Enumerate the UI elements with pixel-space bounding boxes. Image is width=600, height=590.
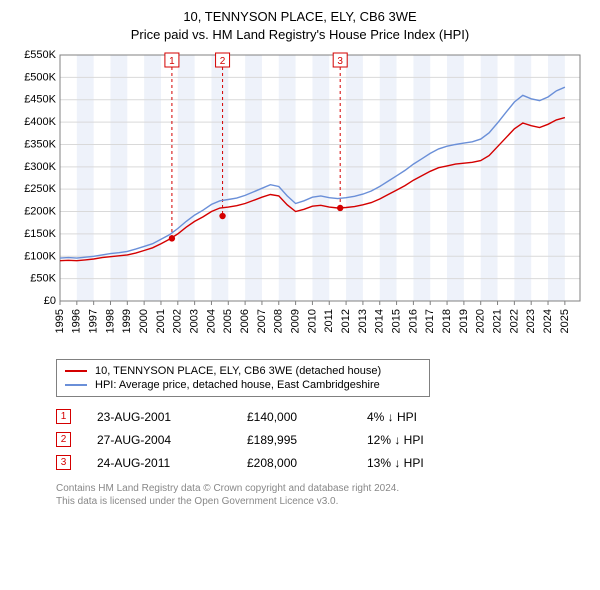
- sale-marker-3: 3: [56, 455, 71, 470]
- svg-text:2002: 2002: [172, 309, 184, 333]
- legend: 10, TENNYSON PLACE, ELY, CB6 3WE (detach…: [56, 359, 430, 397]
- svg-text:2000: 2000: [138, 309, 150, 333]
- footer-line-2: This data is licensed under the Open Gov…: [56, 495, 586, 508]
- legend-swatch-property: [65, 370, 87, 372]
- title-line-2: Price paid vs. HM Land Registry's House …: [14, 26, 586, 44]
- svg-text:2021: 2021: [491, 309, 503, 333]
- sale-diff: 4% ↓ HPI: [367, 410, 417, 424]
- svg-text:£450K: £450K: [24, 94, 56, 106]
- svg-text:2017: 2017: [424, 309, 436, 333]
- svg-text:1999: 1999: [121, 309, 133, 333]
- sales-row: 2 27-AUG-2004 £189,995 12% ↓ HPI: [56, 428, 586, 451]
- svg-text:2015: 2015: [390, 309, 402, 333]
- svg-text:£550K: £550K: [24, 49, 56, 61]
- sale-date: 23-AUG-2001: [97, 410, 247, 424]
- footer: Contains HM Land Registry data © Crown c…: [56, 482, 586, 508]
- svg-text:2011: 2011: [323, 309, 335, 333]
- svg-text:1996: 1996: [71, 309, 83, 333]
- svg-text:2010: 2010: [306, 309, 318, 333]
- svg-text:2006: 2006: [239, 309, 251, 333]
- svg-text:2022: 2022: [508, 309, 520, 333]
- svg-text:2007: 2007: [256, 309, 268, 333]
- chart-svg: £0 £50K £100K £150K £200K £250K £300K £350K £400…: [14, 49, 586, 349]
- svg-text:2009: 2009: [290, 309, 302, 333]
- svg-text:£300K: £300K: [24, 161, 56, 173]
- sale-price: £140,000: [247, 410, 367, 424]
- sale-diff: 13% ↓ HPI: [367, 456, 424, 470]
- svg-text:2005: 2005: [222, 309, 234, 333]
- svg-text:2: 2: [220, 56, 226, 67]
- sale-price: £208,000: [247, 456, 367, 470]
- svg-text:2013: 2013: [357, 309, 369, 333]
- svg-text:1998: 1998: [104, 309, 116, 333]
- svg-text:2014: 2014: [374, 309, 386, 333]
- chart-title-block: 10, TENNYSON PLACE, ELY, CB6 3WE Price p…: [14, 8, 586, 43]
- sales-row: 1 23-AUG-2001 £140,000 4% ↓ HPI: [56, 405, 586, 428]
- svg-text:£150K: £150K: [24, 228, 56, 240]
- svg-text:2025: 2025: [559, 309, 571, 333]
- sale-marker-1: 1: [56, 409, 71, 424]
- legend-item-property: 10, TENNYSON PLACE, ELY, CB6 3WE (detach…: [65, 364, 421, 378]
- svg-text:2008: 2008: [273, 309, 285, 333]
- svg-text:2019: 2019: [458, 309, 470, 333]
- title-line-1: 10, TENNYSON PLACE, ELY, CB6 3WE: [14, 8, 586, 26]
- legend-label-hpi: HPI: Average price, detached house, East…: [95, 379, 380, 391]
- sale-diff: 12% ↓ HPI: [367, 433, 424, 447]
- legend-item-hpi: HPI: Average price, detached house, East…: [65, 378, 421, 392]
- svg-text:1995: 1995: [54, 309, 66, 333]
- svg-text:2004: 2004: [205, 309, 217, 333]
- svg-text:£500K: £500K: [24, 71, 56, 83]
- svg-text:2020: 2020: [475, 309, 487, 333]
- sale-date: 24-AUG-2011: [97, 456, 247, 470]
- svg-text:£0: £0: [44, 295, 56, 307]
- svg-text:2023: 2023: [525, 309, 537, 333]
- svg-text:2012: 2012: [340, 309, 352, 333]
- svg-text:£250K: £250K: [24, 183, 56, 195]
- svg-text:£100K: £100K: [24, 250, 56, 262]
- svg-text:1: 1: [169, 56, 175, 67]
- svg-text:£400K: £400K: [24, 116, 56, 128]
- price-chart: £0 £50K £100K £150K £200K £250K £300K £350K £400…: [14, 49, 586, 349]
- svg-text:2003: 2003: [189, 309, 201, 333]
- sale-price: £189,995: [247, 433, 367, 447]
- sales-table: 1 23-AUG-2001 £140,000 4% ↓ HPI 2 27-AUG…: [56, 405, 586, 474]
- svg-text:3: 3: [337, 56, 343, 67]
- sale-date: 27-AUG-2004: [97, 433, 247, 447]
- svg-text:1997: 1997: [88, 309, 100, 333]
- svg-text:2018: 2018: [441, 309, 453, 333]
- svg-text:£200K: £200K: [24, 206, 56, 218]
- footer-line-1: Contains HM Land Registry data © Crown c…: [56, 482, 586, 495]
- sales-row: 3 24-AUG-2011 £208,000 13% ↓ HPI: [56, 451, 586, 474]
- legend-swatch-hpi: [65, 384, 87, 386]
- legend-label-property: 10, TENNYSON PLACE, ELY, CB6 3WE (detach…: [95, 365, 381, 377]
- svg-text:2016: 2016: [407, 309, 419, 333]
- sale-marker-2: 2: [56, 432, 71, 447]
- svg-text:2024: 2024: [542, 309, 554, 333]
- svg-text:2001: 2001: [155, 309, 167, 333]
- svg-text:£350K: £350K: [24, 139, 56, 151]
- svg-text:£50K: £50K: [30, 273, 56, 285]
